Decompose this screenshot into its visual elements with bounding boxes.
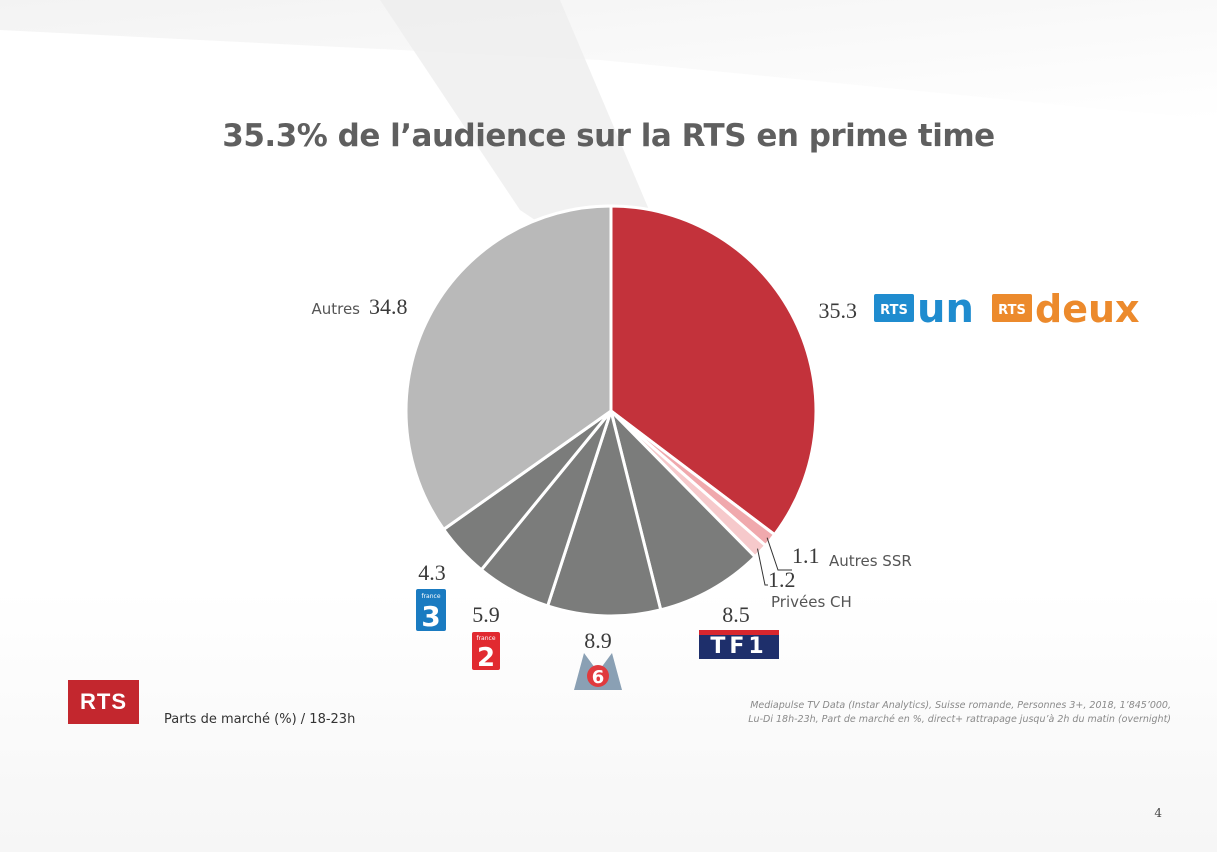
pie-slice-rts [609, 204, 818, 537]
value-label-privees-ch: 1.2 [768, 567, 796, 592]
value-label-france2: 5.9 [472, 602, 500, 627]
france2-logo [472, 632, 500, 670]
value-label-m6: 8.9 [584, 628, 612, 653]
rts-un-badge [874, 294, 914, 322]
rts-un-wordmark: un [917, 286, 974, 332]
rts-deux-badge-text: RTS [998, 303, 1026, 318]
slice-label-autres: Autres [311, 300, 360, 318]
france2-logo-digit: 2 [477, 643, 495, 673]
value-label-autres: 34.8 [369, 294, 408, 319]
source-line: Mediapulse TV Data (Instar Analytics), S… [750, 700, 1171, 711]
source-line: Lu-Di 18h-23h, Part de marché en %, dire… [748, 714, 1171, 725]
slice-label-autres-ssr: Autres SSR [829, 552, 912, 570]
slice-label-privees-ch: Privées CH [771, 593, 852, 611]
france3-logo [416, 589, 446, 631]
page-number: 4 [1154, 806, 1162, 820]
m6-logo [574, 653, 622, 690]
chart-footer-label: Parts de marché (%) / 18-23h [164, 712, 356, 727]
france2-logo-word: france [476, 635, 495, 642]
value-label-france3: 4.3 [418, 560, 446, 585]
france3-logo-word: france [421, 593, 440, 600]
pie-slice-tf1 [609, 409, 757, 612]
source-note: Mediapulse TV Data (Instar Analytics), S… [651, 699, 1171, 727]
leader-line-privees-ch [757, 548, 768, 586]
tf1-logo-text: TF1 [710, 634, 767, 659]
rts-deux-badge [992, 294, 1032, 322]
leader-line-autres-ssr [766, 537, 792, 571]
value-label-tf1: 8.5 [722, 602, 750, 627]
value-label-autres-ssr: 1.1 [792, 543, 820, 568]
pie-slice-m6 [546, 409, 663, 618]
pie-slice-autres [404, 204, 613, 531]
value-label-rts: 35.3 [819, 298, 858, 323]
m6-logo-circle [587, 665, 609, 687]
rts-deux-wordmark: deux [1035, 287, 1140, 331]
tf1-logo-stripe [699, 630, 779, 635]
chart-title: 35.3% de l’audience sur la RTS en prime … [222, 118, 995, 154]
france3-logo-digit: 3 [421, 600, 440, 633]
rts-logo: RTS [68, 680, 139, 724]
rts-un-badge-text: RTS [880, 303, 908, 318]
m6-logo-text: 6 [592, 667, 605, 688]
